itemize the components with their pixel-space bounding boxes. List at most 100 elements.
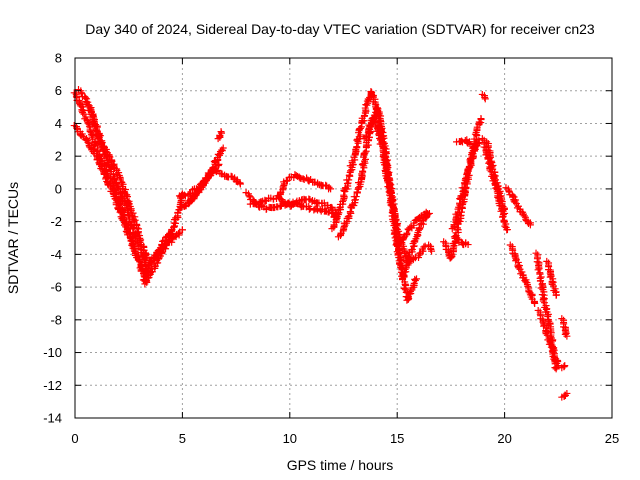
data-point xyxy=(462,174,470,182)
data-point xyxy=(351,196,359,204)
data-point xyxy=(359,167,367,175)
y-tick-label: -2 xyxy=(50,214,62,229)
x-tick-label: 20 xyxy=(497,431,511,446)
data-point xyxy=(144,267,152,275)
data-point xyxy=(424,210,432,218)
data-point xyxy=(407,246,415,254)
series-track-8 xyxy=(214,128,226,143)
chart-title: Day 340 of 2024, Sidereal Day-to-day VTE… xyxy=(85,21,595,37)
data-point xyxy=(187,195,195,203)
data-point xyxy=(515,264,523,272)
data-point xyxy=(538,280,546,288)
y-tick-label: -6 xyxy=(50,280,62,295)
series-track-11 xyxy=(274,171,335,200)
series-track-7 xyxy=(184,144,227,205)
data-point xyxy=(236,180,244,188)
data-point xyxy=(520,212,528,220)
data-point xyxy=(305,177,313,185)
data-point xyxy=(94,155,102,163)
y-tick-label: 4 xyxy=(55,116,62,131)
data-point xyxy=(501,209,509,217)
data-point xyxy=(356,124,364,132)
x-tick-label: 5 xyxy=(179,431,186,446)
data-point xyxy=(563,332,571,340)
x-tick-label: 25 xyxy=(605,431,619,446)
data-point xyxy=(425,209,433,217)
data-point xyxy=(550,348,558,356)
data-point xyxy=(505,187,513,195)
data-point xyxy=(469,143,477,151)
data-point xyxy=(96,137,104,145)
data-point xyxy=(471,144,479,152)
data-point xyxy=(342,219,350,227)
data-point xyxy=(219,144,227,152)
data-point xyxy=(542,330,550,338)
data-point xyxy=(353,143,361,151)
data-point xyxy=(526,221,534,229)
y-tick-label: 8 xyxy=(55,51,62,66)
data-point xyxy=(103,155,111,163)
data-point xyxy=(503,226,511,234)
series-track-30 xyxy=(558,315,571,340)
data-point xyxy=(129,224,137,232)
data-point xyxy=(464,241,472,249)
series-track-26 xyxy=(506,241,539,307)
data-point xyxy=(175,229,183,237)
data-point xyxy=(81,94,89,102)
y-tick-label: -14 xyxy=(43,411,62,426)
data-point xyxy=(535,265,543,273)
data-point xyxy=(111,175,119,183)
data-point xyxy=(428,247,436,255)
data-point xyxy=(490,174,498,182)
data-point xyxy=(327,185,335,193)
data-point xyxy=(411,277,419,285)
x-axis-title: GPS time / hours xyxy=(287,457,394,473)
data-point xyxy=(511,198,519,206)
data-point xyxy=(396,249,404,257)
data-point xyxy=(483,138,491,146)
data-point xyxy=(561,362,569,370)
data-point xyxy=(361,149,369,157)
data-point xyxy=(77,102,85,110)
y-tick-label: -8 xyxy=(50,312,62,327)
data-point xyxy=(217,128,225,136)
data-point xyxy=(116,208,124,216)
data-point xyxy=(471,130,479,138)
data-point xyxy=(283,177,291,185)
series-track-25 xyxy=(502,184,534,229)
data-point xyxy=(487,153,495,161)
data-point xyxy=(395,227,403,235)
data-point xyxy=(427,245,435,253)
series-track-24 xyxy=(483,138,509,217)
data-point xyxy=(336,204,344,212)
data-point xyxy=(195,187,203,195)
data-point xyxy=(563,389,571,397)
series-track-14 xyxy=(360,111,429,267)
data-point xyxy=(209,163,217,171)
y-tick-label: 6 xyxy=(55,83,62,98)
data-point xyxy=(552,291,560,299)
data-point xyxy=(524,283,532,291)
data-point xyxy=(398,266,406,274)
grid-lines xyxy=(75,58,612,418)
data-point xyxy=(387,196,395,204)
data-point xyxy=(415,224,423,232)
data-point xyxy=(178,226,186,234)
data-point xyxy=(339,198,347,206)
data-point xyxy=(245,192,253,200)
y-tick-label: 0 xyxy=(55,181,62,196)
data-point xyxy=(97,164,105,172)
data-point xyxy=(299,175,307,183)
series-track-31 xyxy=(558,362,569,372)
data-point xyxy=(554,362,562,370)
data-point xyxy=(292,198,300,206)
series-track-28 xyxy=(534,306,562,370)
y-tick-label: -10 xyxy=(43,345,62,360)
data-point xyxy=(174,209,182,217)
plot-frame xyxy=(74,57,613,419)
series-track-20 xyxy=(450,233,472,249)
data-point xyxy=(90,117,98,125)
x-tick-label: 15 xyxy=(390,431,404,446)
